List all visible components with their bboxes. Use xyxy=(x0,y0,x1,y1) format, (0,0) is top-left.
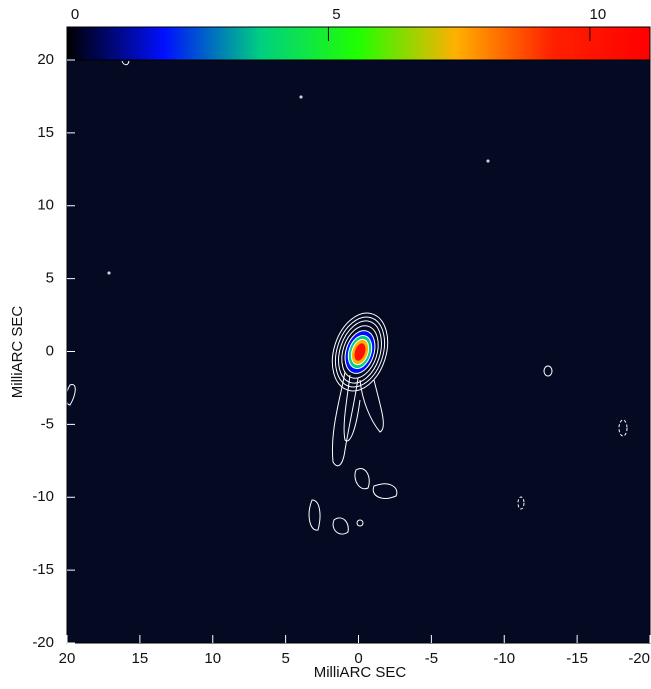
y-tick-label: -15 xyxy=(32,561,54,578)
x-tick-label: -15 xyxy=(566,650,588,667)
x-tick-label: 10 xyxy=(204,650,221,667)
y-tick-label: 15 xyxy=(37,124,54,141)
y-tick-label: -20 xyxy=(32,634,54,651)
colorbar xyxy=(67,27,650,60)
y-tick-label: 5 xyxy=(46,270,54,287)
chart: MilliARC SEC MilliARC SEC 051020151050-5… xyxy=(0,0,651,684)
y-tick-label: -10 xyxy=(32,488,54,505)
colorbar-tick-label: 10 xyxy=(590,6,607,23)
y-tick-label: -5 xyxy=(41,415,54,432)
y-tick-label: 10 xyxy=(37,197,54,214)
colorbar-tick-label: 0 xyxy=(71,6,79,23)
colorbar-tick-label: 5 xyxy=(332,6,340,23)
y-tick-label: 0 xyxy=(46,342,54,359)
y-tick-label: 20 xyxy=(37,51,54,68)
x-tick-label: -5 xyxy=(425,650,438,667)
x-tick-label: 15 xyxy=(132,650,149,667)
x-tick-label: 0 xyxy=(354,650,362,667)
y-axis-label: MilliARC SEC xyxy=(9,306,26,399)
x-tick-label: 20 xyxy=(59,650,76,667)
x-tick-label: -10 xyxy=(493,650,515,667)
x-tick-label: -20 xyxy=(628,650,650,667)
x-tick-label: 5 xyxy=(281,650,289,667)
